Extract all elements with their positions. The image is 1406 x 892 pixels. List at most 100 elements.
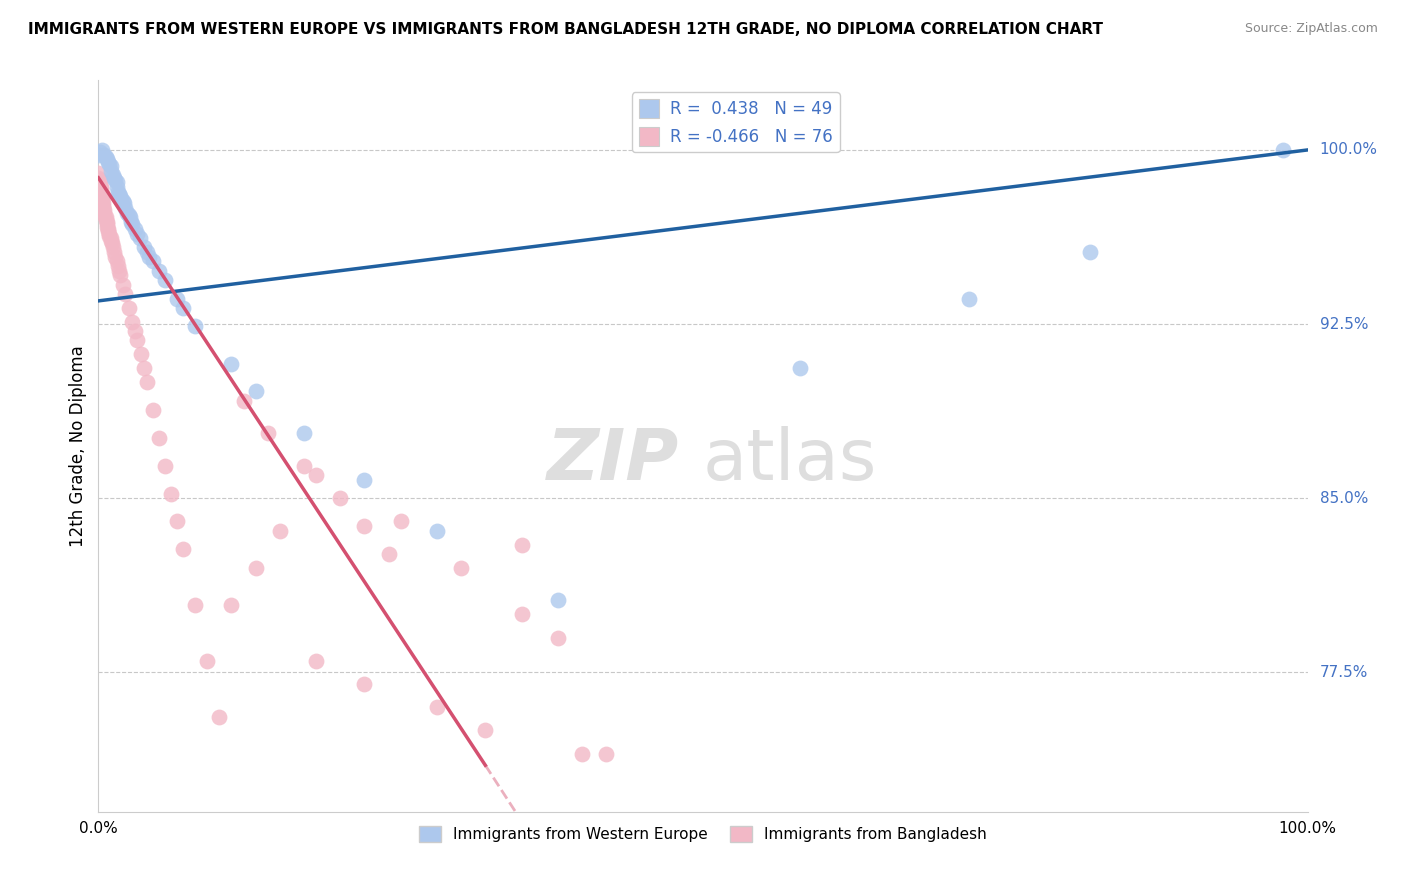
Point	[121, 315, 143, 329]
Point	[148, 263, 170, 277]
Point	[353, 473, 375, 487]
Point	[112, 196, 135, 211]
Point	[91, 192, 114, 206]
Point	[91, 187, 114, 202]
Point	[135, 375, 157, 389]
Y-axis label: 12th Grade, No Diploma: 12th Grade, No Diploma	[69, 345, 87, 547]
Point	[94, 211, 117, 225]
Point	[97, 154, 120, 169]
Point	[1272, 143, 1295, 157]
Text: 77.5%: 77.5%	[1320, 665, 1368, 680]
Point	[595, 747, 617, 761]
Point	[96, 217, 118, 231]
Point	[87, 170, 110, 185]
Point	[94, 150, 117, 164]
Point	[128, 231, 150, 245]
Point	[426, 700, 449, 714]
Point	[91, 196, 114, 211]
Point	[105, 180, 128, 194]
Point	[89, 173, 111, 187]
Point	[221, 598, 243, 612]
Point	[450, 561, 472, 575]
Point	[96, 219, 118, 234]
Point	[89, 145, 111, 160]
Point	[166, 292, 188, 306]
Point	[87, 166, 110, 180]
Point	[93, 208, 115, 222]
Point	[94, 212, 117, 227]
Point	[305, 468, 328, 483]
Point	[91, 201, 114, 215]
Text: 100.0%: 100.0%	[1320, 143, 1378, 158]
Point	[97, 224, 120, 238]
Point	[269, 524, 291, 538]
Point	[245, 384, 267, 399]
Point	[100, 164, 122, 178]
Point	[571, 747, 593, 761]
Point	[172, 301, 194, 315]
Point	[114, 201, 136, 215]
Point	[114, 286, 136, 301]
Point	[142, 403, 165, 417]
Point	[98, 157, 121, 171]
Text: ZIP: ZIP	[547, 426, 679, 495]
Point	[305, 654, 328, 668]
Point	[91, 199, 114, 213]
Point	[93, 203, 115, 218]
Point	[184, 598, 207, 612]
Point	[389, 515, 412, 529]
Point	[166, 515, 188, 529]
Point	[96, 153, 118, 167]
Point	[547, 631, 569, 645]
Legend: Immigrants from Western Europe, Immigrants from Bangladesh: Immigrants from Western Europe, Immigran…	[413, 820, 993, 848]
Point	[377, 547, 399, 561]
Point	[120, 215, 142, 229]
Point	[353, 677, 375, 691]
Text: 85.0%: 85.0%	[1320, 491, 1368, 506]
Point	[100, 235, 122, 250]
Point	[510, 607, 533, 622]
Point	[353, 519, 375, 533]
Point	[103, 170, 125, 185]
Point	[329, 491, 352, 506]
Point	[121, 217, 143, 231]
Point	[103, 245, 125, 260]
Point	[195, 654, 218, 668]
Point	[957, 292, 980, 306]
Point	[138, 250, 160, 264]
Point	[104, 173, 127, 187]
Point	[160, 486, 183, 500]
Point	[101, 169, 124, 183]
Text: 92.5%: 92.5%	[1320, 317, 1368, 332]
Point	[108, 268, 131, 283]
Point	[547, 593, 569, 607]
Point	[221, 357, 243, 371]
Point	[107, 185, 129, 199]
Point	[105, 254, 128, 268]
Point	[89, 178, 111, 192]
Point	[245, 561, 267, 575]
Point	[100, 234, 122, 248]
Point	[256, 426, 278, 441]
Point	[124, 222, 146, 236]
Point	[91, 194, 114, 208]
Point	[118, 208, 141, 222]
Point	[90, 182, 112, 196]
Point	[107, 259, 129, 273]
Point	[104, 250, 127, 264]
Point	[292, 458, 315, 473]
Point	[172, 542, 194, 557]
Point	[426, 524, 449, 538]
Point	[97, 222, 120, 236]
Point	[100, 159, 122, 173]
Point	[93, 147, 115, 161]
Point	[91, 143, 114, 157]
Point	[292, 426, 315, 441]
Point	[1078, 245, 1101, 260]
Text: IMMIGRANTS FROM WESTERN EUROPE VS IMMIGRANTS FROM BANGLADESH 12TH GRADE, NO DIPL: IMMIGRANTS FROM WESTERN EUROPE VS IMMIGR…	[28, 22, 1104, 37]
Point	[134, 361, 156, 376]
Point	[142, 254, 165, 268]
Point	[90, 185, 112, 199]
Point	[118, 211, 141, 225]
Point	[108, 263, 131, 277]
